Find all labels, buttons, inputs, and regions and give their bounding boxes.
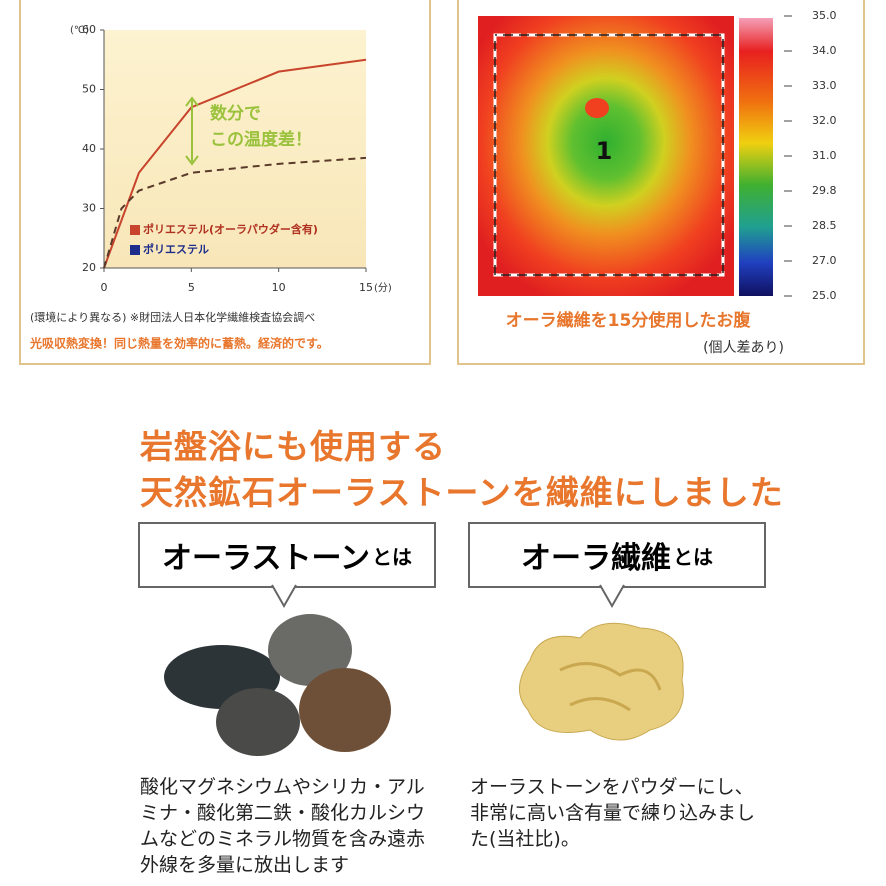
scale-label: 29.8 <box>812 184 837 197</box>
stone <box>216 688 300 756</box>
thermal-caption: オーラ繊維を15分使用したお腹 <box>506 310 752 331</box>
card-title: オーラストーン <box>162 541 370 576</box>
thermal-image <box>478 16 734 296</box>
top-panels: 20 30 40 50 60 0 5 10 15 (℃) (分) ポリエステル(オーラパウダー含有) ポ… <box>19 0 865 365</box>
x-tick-label: 10 <box>272 281 286 294</box>
plot-area <box>104 30 366 268</box>
x-tick-label: 0 <box>101 281 108 294</box>
fiber-texture <box>559 662 662 712</box>
stone <box>299 668 391 752</box>
region-box <box>494 34 724 276</box>
series-line <box>103 156 367 269</box>
x-tick-label: 5 <box>188 281 195 294</box>
navel <box>585 98 609 118</box>
region-label: 1 <box>596 137 613 165</box>
card-title-box: オーラストーン とは <box>138 522 436 588</box>
fiber <box>519 622 684 741</box>
card-text: 酸化マグネシウムやシリカ・アルミナ・酸化第二鉄・酸化カルシウムなどのミネラル物質… <box>140 776 426 876</box>
scale-label: 34.0 <box>812 44 837 57</box>
scale-label: 31.0 <box>812 149 837 162</box>
legend-swatch <box>130 225 140 235</box>
series-line <box>103 58 367 269</box>
card-title-box: オーラ繊維 とは <box>468 522 766 588</box>
y-tick-label: 60 <box>82 23 96 36</box>
scale-label: 27.0 <box>812 254 837 267</box>
annotation: 数分で <box>210 103 261 124</box>
illustrations <box>164 584 684 756</box>
y-tick-label: 20 <box>82 261 96 274</box>
x-unit: (分) <box>374 282 392 294</box>
headline: 天然鉱石オーラストーンを繊維にしました <box>140 473 784 512</box>
annotation: この温度差！ <box>210 129 312 150</box>
stone <box>268 614 352 686</box>
pointer <box>271 584 297 609</box>
legend-label: ポリエステル <box>143 242 209 256</box>
note: 光吸収熱変換！同じ熱量を効率的に蓄熱。経済的です。 <box>29 336 329 351</box>
scale-label: 33.0 <box>812 79 837 92</box>
y-unit: (℃) <box>70 25 89 36</box>
card-title: オーラ繊維 <box>521 541 671 576</box>
y-tick-label: 40 <box>82 142 96 155</box>
thermal-note: (個人差あり) <box>703 340 784 356</box>
card-suffix: とは <box>673 544 713 569</box>
scale-label: 35.0 <box>812 9 837 22</box>
legend-label: ポリエステル(オーラパウダー含有) <box>143 222 318 236</box>
annotation-arrow <box>185 96 199 166</box>
x-tick-label: 15 <box>359 281 373 294</box>
y-tick-label: 50 <box>82 83 96 96</box>
scale-label: 25.0 <box>812 289 837 302</box>
pointer <box>599 584 625 609</box>
legend-swatch <box>130 245 140 255</box>
headline: 岩盤浴にも使用する <box>140 427 446 466</box>
color-bar <box>739 18 773 296</box>
card-suffix: とは <box>371 544 412 569</box>
note: (環境により異なる) ※財団法人日本化学繊維検査協会調べ <box>30 310 315 324</box>
scale-label: 32.0 <box>812 114 837 127</box>
y-tick-label: 30 <box>82 202 96 215</box>
card-text: オーラストーンをパウダーにし、非常に高い含有量で練り込みました(当社比)。 <box>470 776 756 850</box>
scale-label: 28.5 <box>812 219 837 232</box>
